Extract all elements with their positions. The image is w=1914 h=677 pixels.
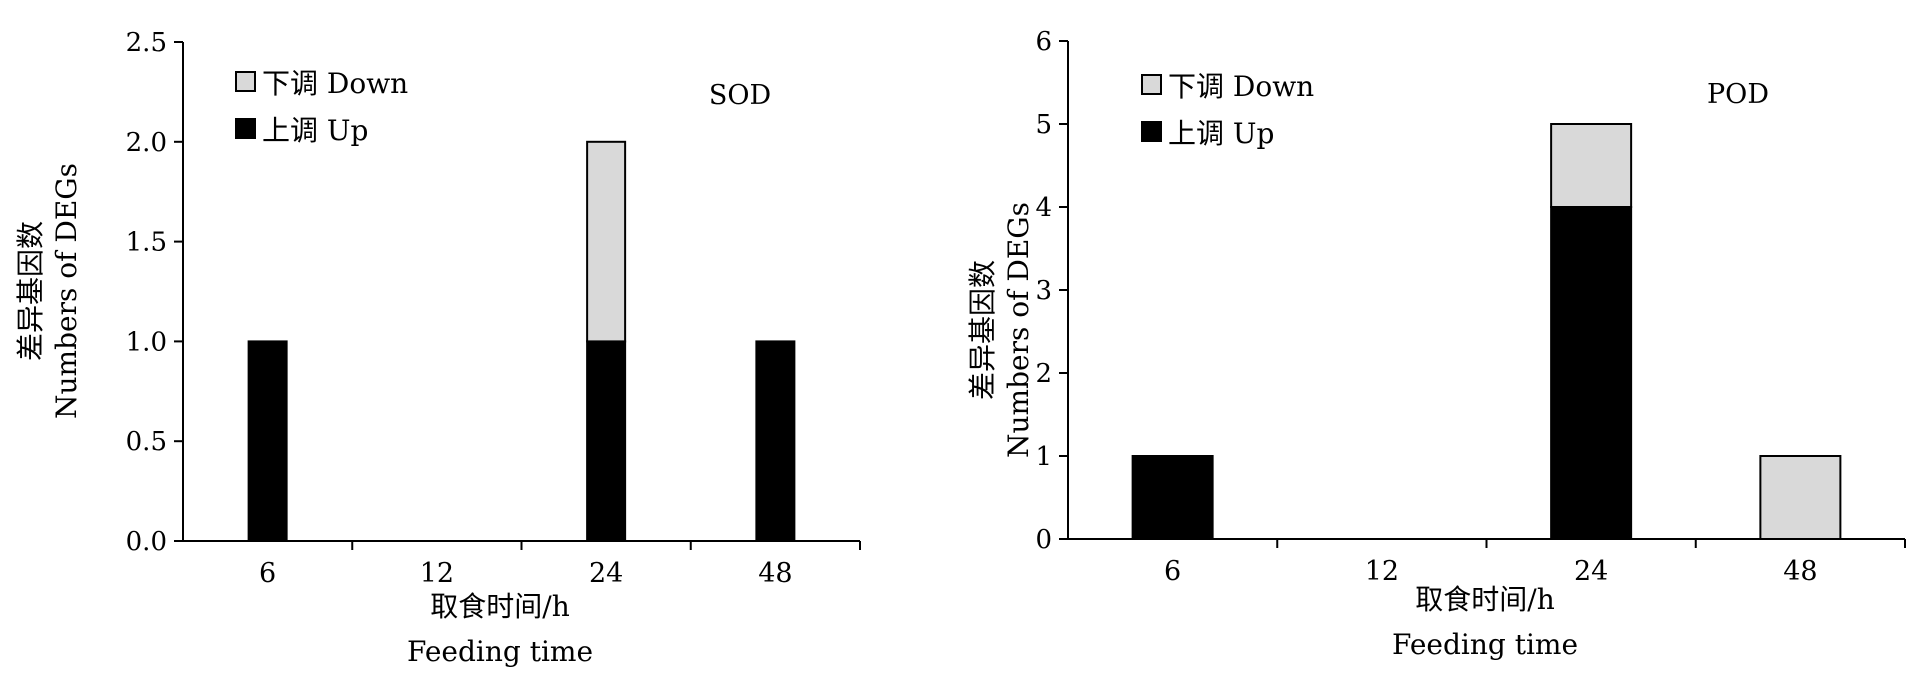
- legend-label-up: 上调 Up: [262, 114, 368, 147]
- legend-swatch-down: [1141, 74, 1162, 95]
- bar-up: [1550, 206, 1633, 540]
- y-tick-label: 0.5: [126, 427, 167, 457]
- y-tick-label: 1: [1035, 442, 1052, 472]
- chart-title: SOD: [709, 80, 771, 111]
- y-axis-label-cn: 差异基因数: [14, 221, 47, 361]
- x-category-label: 48: [758, 558, 792, 589]
- legend-swatch-up: [235, 118, 256, 139]
- y-tick-label: 2.0: [126, 128, 167, 158]
- legend-label-up: 上调 Up: [1168, 117, 1274, 150]
- bar-up: [1131, 455, 1214, 540]
- x-axis-label-cn: 取食时间/h: [1415, 583, 1554, 616]
- x-category-label: 12: [420, 558, 454, 589]
- y-axis-label-cn: 差异基因数: [966, 260, 999, 400]
- x-category-label: 24: [1574, 556, 1608, 587]
- y-tick-label: 1.0: [126, 327, 167, 357]
- legend-label-down: 下调 Down: [262, 67, 408, 100]
- legend-label-down: 下调 Down: [1168, 70, 1314, 103]
- legend-swatch-down: [235, 71, 256, 92]
- x-axis-label-cn: 取食时间/h: [430, 590, 569, 623]
- y-axis-label-en: Numbers of DEGs: [1002, 202, 1035, 458]
- sod-chart-svg: 0.0 0.5 1.0 1.5 2.0 2.5 6 12 24 48 SOD 下调 Down 上调 Up…: [14, 28, 861, 668]
- y-tick-label: 2: [1035, 359, 1052, 389]
- y-tick-label: 0: [1035, 525, 1052, 555]
- x-axis-label-en: Feeding time: [1392, 628, 1578, 661]
- x-category-label: 12: [1365, 556, 1399, 587]
- x-category-label: 6: [259, 558, 276, 589]
- bar-down: [1550, 123, 1633, 208]
- bar-down: [1759, 455, 1842, 540]
- y-tick-label: 1.5: [126, 228, 167, 258]
- y-tick-label: 5: [1035, 110, 1052, 140]
- x-category-label: 24: [589, 558, 623, 589]
- y-tick-label: 4: [1035, 193, 1052, 223]
- y-tick-label: 3: [1035, 276, 1052, 306]
- x-axis-label-en: Feeding time: [407, 635, 593, 668]
- x-category-label: 48: [1783, 556, 1817, 587]
- pod-chart: 0 1 2 3 4 5 6 6 12 24 48 POD 下调 Down 上调 Up 差异基因数 Number…: [960, 0, 1914, 677]
- bar-down: [586, 140, 627, 343]
- y-axis-label-en: Numbers of DEGs: [50, 163, 83, 419]
- x-category-label: 6: [1164, 556, 1181, 587]
- bar-up: [586, 340, 627, 542]
- y-tick-label: 6: [1035, 27, 1052, 57]
- y-tick-label: 0.0: [126, 527, 167, 557]
- legend-swatch-up: [1141, 121, 1162, 142]
- bar-up: [755, 340, 796, 542]
- sod-chart: 0.0 0.5 1.0 1.5 2.0 2.5 6 12 24 48 SOD 下调 Down 上调 Up…: [14, 28, 861, 668]
- bar-up: [247, 340, 288, 542]
- y-tick-label: 2.5: [126, 28, 167, 58]
- chart-title: POD: [1707, 79, 1769, 110]
